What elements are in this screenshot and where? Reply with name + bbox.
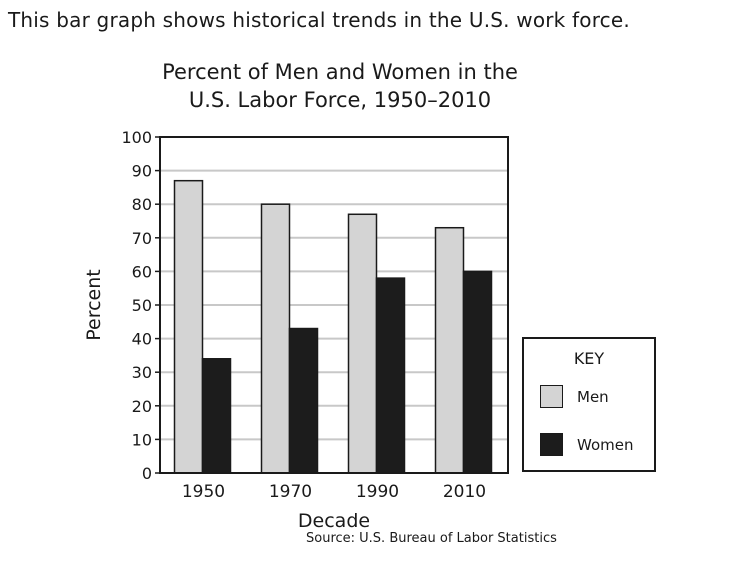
x-axis-label: Decade xyxy=(298,510,370,532)
y-tick-label: 100 xyxy=(121,128,152,147)
legend-label-women: Women xyxy=(577,435,634,454)
bar-men-2010 xyxy=(434,226,465,474)
bar-men-1990 xyxy=(347,213,378,474)
y-tick-label: 30 xyxy=(132,363,152,382)
bar-women-1970 xyxy=(288,327,319,474)
x-tick-label: 1950 xyxy=(182,482,225,502)
bar-men-1950 xyxy=(173,179,204,474)
y-tick-label: 80 xyxy=(132,195,152,214)
legend-swatch-women xyxy=(540,433,563,456)
legend-title: KEY xyxy=(573,349,605,368)
legend: KEY Men Women xyxy=(522,337,656,472)
y-tick-label: 60 xyxy=(132,262,152,281)
y-tick-label: 40 xyxy=(132,330,152,349)
bar-women-1950 xyxy=(201,358,232,474)
y-tick-label: 20 xyxy=(132,397,152,416)
intro-text: This bar graph shows historical trends i… xyxy=(8,8,630,32)
y-tick-label: 50 xyxy=(132,296,152,315)
chart-title-line1: Percent of Men and Women in the xyxy=(162,60,518,84)
y-tick-label: 10 xyxy=(132,430,152,449)
bar-women-1990 xyxy=(375,277,406,474)
x-tick-label: 1970 xyxy=(269,482,312,502)
y-tick-label: 90 xyxy=(132,162,152,181)
x-tick-label: 1990 xyxy=(356,482,399,502)
y-axis-label: Percent xyxy=(83,269,105,341)
y-tick-label: 70 xyxy=(132,229,152,248)
legend-entry-women: Women xyxy=(540,433,633,456)
legend-swatch-men xyxy=(540,385,563,408)
legend-entry-men: Men xyxy=(540,385,609,408)
chart-title-line2: U.S. Labor Force, 1950–2010 xyxy=(188,88,492,112)
legend-label-men: Men xyxy=(577,387,609,406)
x-tick-label: 2010 xyxy=(443,482,486,502)
y-tick-label: 0 xyxy=(142,464,152,483)
bar-men-1970 xyxy=(260,203,291,474)
source-note: Source: U.S. Bureau of Labor Statistics xyxy=(306,531,557,546)
bar-women-2010 xyxy=(462,270,493,474)
